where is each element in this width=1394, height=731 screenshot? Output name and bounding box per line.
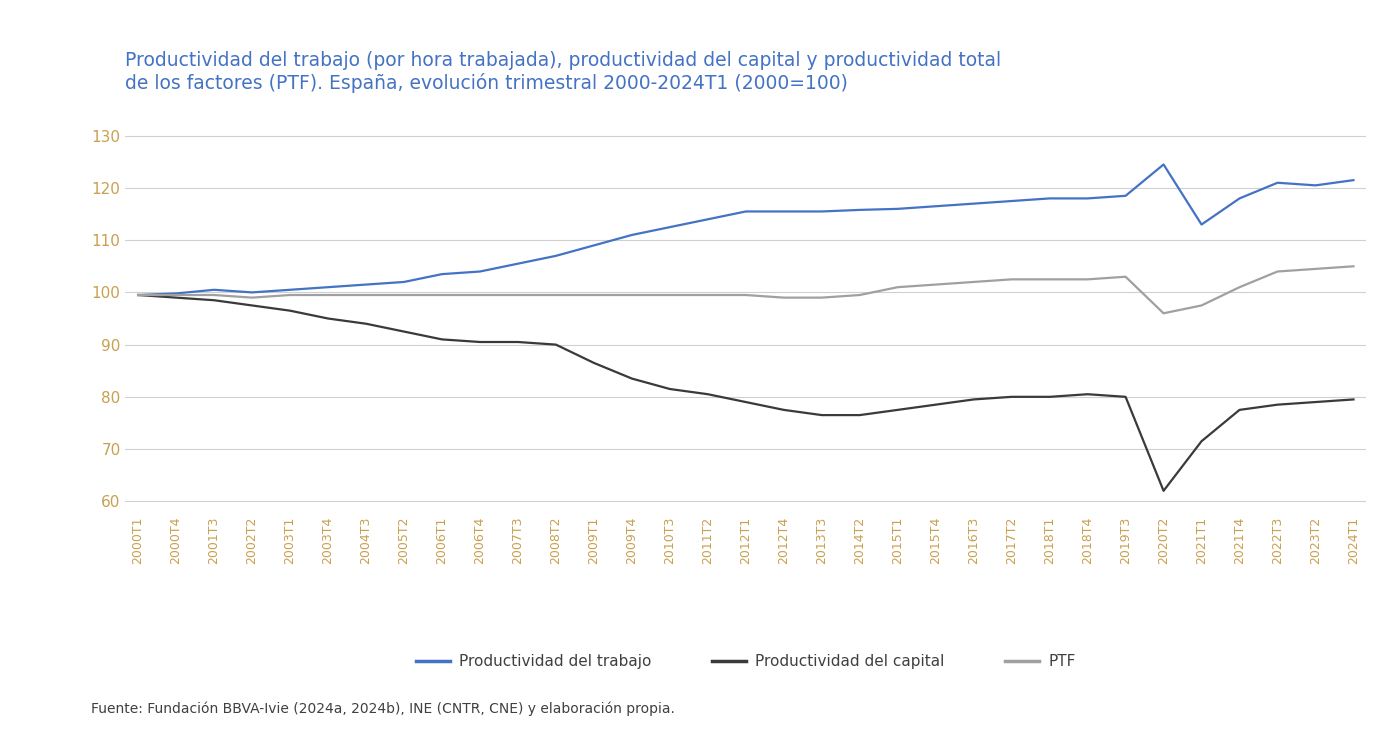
Legend: Productividad del trabajo, Productividad del capital, PTF: Productividad del trabajo, Productividad…	[410, 648, 1082, 675]
Text: Productividad del trabajo (por hora trabajada), productividad del capital y prod: Productividad del trabajo (por hora trab…	[125, 50, 1001, 93]
Text: Fuente: Fundación BBVA-Ivie (2024a, 2024b), INE (CNTR, CNE) y elaboración propia: Fuente: Fundación BBVA-Ivie (2024a, 2024…	[91, 702, 675, 716]
